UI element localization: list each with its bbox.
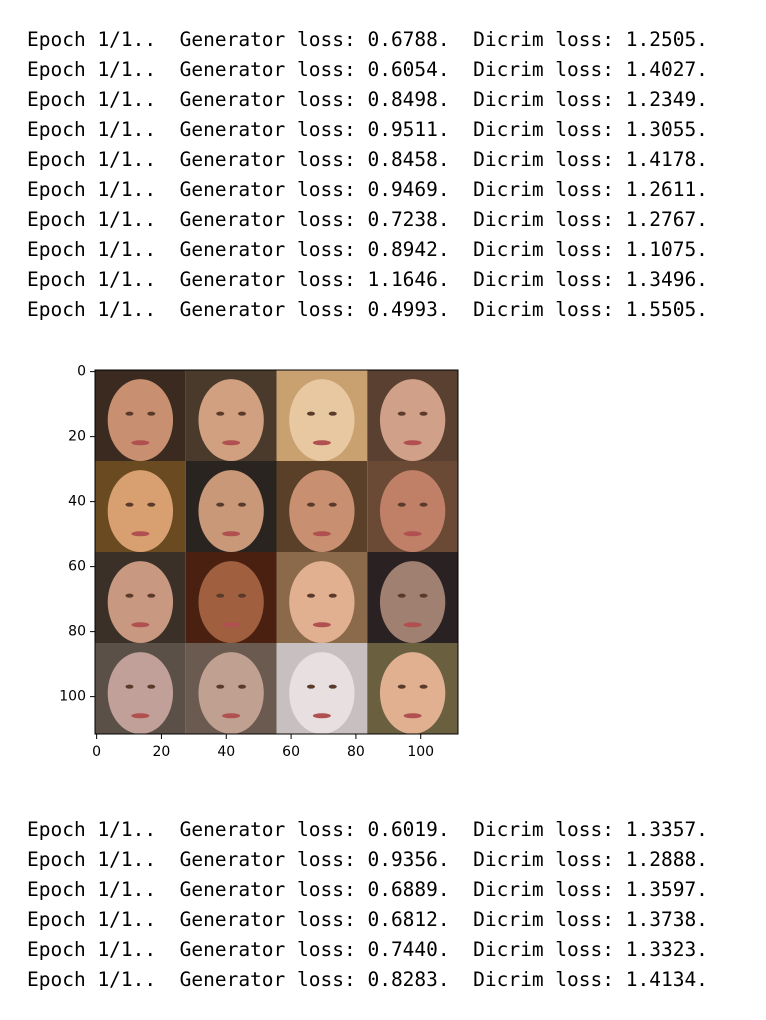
eye <box>238 411 247 416</box>
eye <box>328 684 337 689</box>
x-tick-label: 20 <box>153 744 171 760</box>
log-line: Epoch 1/1.. Generator loss: 0.8283. Dicr… <box>27 968 708 991</box>
eye <box>147 411 156 416</box>
eye <box>216 684 225 689</box>
mouth <box>403 713 422 719</box>
eye <box>419 684 428 689</box>
face <box>198 652 264 734</box>
face <box>289 470 355 552</box>
log-line: Epoch 1/1.. Generator loss: 0.8458. Dicr… <box>27 148 708 171</box>
eye <box>125 684 134 689</box>
mouth <box>312 622 331 628</box>
eye <box>306 593 315 598</box>
eye <box>419 593 428 598</box>
log-line: Epoch 1/1.. Generator loss: 0.6788. Dicr… <box>27 28 708 51</box>
eye <box>125 593 134 598</box>
face <box>107 652 174 734</box>
axes-frame <box>94 369 459 735</box>
eye <box>147 502 156 507</box>
eye <box>238 684 247 689</box>
eye <box>306 502 315 507</box>
eye <box>397 411 406 416</box>
face <box>379 379 446 461</box>
log-line: Epoch 1/1.. Generator loss: 0.7440. Dicr… <box>27 938 708 961</box>
eye <box>238 593 247 598</box>
eye <box>147 593 156 598</box>
face <box>198 379 264 461</box>
eye <box>216 502 225 507</box>
eye <box>328 593 337 598</box>
x-tick-label: 40 <box>217 744 235 760</box>
mouth <box>403 531 422 537</box>
face <box>289 561 355 643</box>
mouth <box>312 531 331 537</box>
log-line: Epoch 1/1.. Generator loss: 1.1646. Dicr… <box>27 268 708 291</box>
eye <box>125 502 134 507</box>
face <box>379 652 446 734</box>
eye <box>238 502 247 507</box>
face <box>289 379 355 461</box>
x-tick-label: 60 <box>282 744 300 760</box>
log-line: Epoch 1/1.. Generator loss: 0.8942. Dicr… <box>27 238 708 261</box>
log-line: Epoch 1/1.. Generator loss: 0.4993. Dicr… <box>27 298 708 321</box>
face <box>107 561 174 643</box>
y-tick-label: 100 <box>59 689 86 705</box>
log-after: Epoch 1/1.. Generator loss: 0.6019. Dicr… <box>27 815 708 995</box>
eye <box>306 684 315 689</box>
eye <box>397 684 406 689</box>
face <box>107 470 174 552</box>
x-tick-label: 80 <box>347 744 365 760</box>
log-line: Epoch 1/1.. Generator loss: 0.9356. Dicr… <box>27 848 708 871</box>
mouth <box>131 713 150 719</box>
face <box>107 379 174 461</box>
log-line: Epoch 1/1.. Generator loss: 0.9511. Dicr… <box>27 118 708 141</box>
face <box>379 561 446 643</box>
mouth <box>312 713 331 719</box>
mouth <box>403 622 422 628</box>
mouth <box>131 531 150 537</box>
log-before: Epoch 1/1.. Generator loss: 0.6788. Dicr… <box>27 25 708 325</box>
eye <box>328 411 337 416</box>
y-tick-label: 20 <box>68 429 86 445</box>
x-tick-label: 0 <box>92 744 101 760</box>
y-tick-label: 80 <box>68 624 86 640</box>
eye <box>419 502 428 507</box>
log-line: Epoch 1/1.. Generator loss: 0.7238. Dicr… <box>27 208 708 231</box>
eye <box>216 411 225 416</box>
mouth <box>222 440 241 446</box>
x-tick-label: 100 <box>407 744 434 760</box>
log-line: Epoch 1/1.. Generator loss: 0.8498. Dicr… <box>27 88 708 111</box>
mouth <box>222 713 241 719</box>
face <box>198 561 264 643</box>
mouth <box>403 440 422 446</box>
eye <box>397 502 406 507</box>
face <box>289 652 355 734</box>
face <box>198 470 264 552</box>
mouth <box>222 531 241 537</box>
y-tick-label: 40 <box>68 494 86 510</box>
eye <box>397 593 406 598</box>
eye <box>328 502 337 507</box>
log-line: Epoch 1/1.. Generator loss: 0.6054. Dicr… <box>27 58 708 81</box>
y-tick-label: 60 <box>68 559 86 575</box>
mouth <box>131 622 150 628</box>
mouth <box>312 440 331 446</box>
eye <box>306 411 315 416</box>
y-tick-label: 0 <box>77 364 86 380</box>
mouth <box>131 440 150 446</box>
eye <box>147 684 156 689</box>
log-line: Epoch 1/1.. Generator loss: 0.6019. Dicr… <box>27 818 708 841</box>
mouth <box>222 622 241 628</box>
eye <box>419 411 428 416</box>
eye <box>216 593 225 598</box>
log-line: Epoch 1/1.. Generator loss: 0.6889. Dicr… <box>27 878 708 901</box>
face <box>379 470 446 552</box>
log-line: Epoch 1/1.. Generator loss: 0.9469. Dicr… <box>27 178 708 201</box>
log-line: Epoch 1/1.. Generator loss: 0.6812. Dicr… <box>27 908 708 931</box>
eye <box>125 411 134 416</box>
